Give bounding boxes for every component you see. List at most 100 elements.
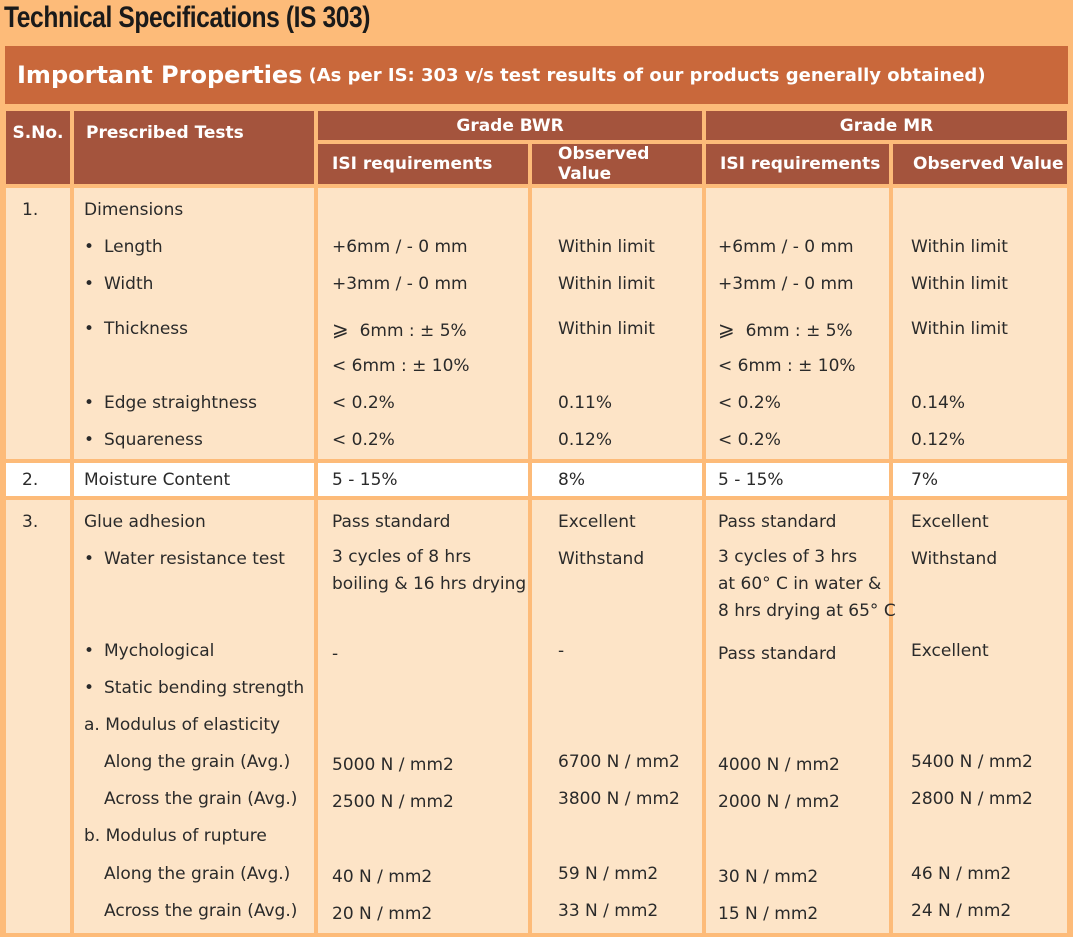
obs-mr-mor-across: 24 N / mm2 bbox=[911, 900, 1012, 921]
obs-bwr-cell: Within limit Within limit Within limit 0… bbox=[532, 188, 703, 460]
isi-bwr-moe-across: 2500 N / mm2 bbox=[332, 792, 454, 813]
test-edge: • Edge straightness bbox=[84, 385, 314, 422]
ge-symbol: ⩾ bbox=[718, 316, 735, 341]
spacer bbox=[332, 192, 528, 229]
ge-symbol: ⩾ bbox=[332, 316, 349, 341]
page-title: Technical Specifications (IS 303) bbox=[4, 1, 371, 34]
test-dimensions: Dimensions bbox=[84, 200, 184, 220]
properties-banner: Important Properties (As per IS: 303 v/s… bbox=[5, 46, 1068, 104]
isi-mr-edge: < 0.2% bbox=[718, 392, 781, 413]
isi-bwr-width: +3mm / - 0 mm bbox=[332, 274, 468, 295]
obs-bwr-square: 0.12% bbox=[558, 429, 613, 450]
obs-mr-width: Within limit bbox=[911, 274, 1008, 295]
bullet-icon: • bbox=[84, 237, 95, 258]
isi-bwr-myco: - bbox=[332, 643, 339, 664]
header-observed-bwr: Observed Value bbox=[532, 144, 703, 184]
sno-3: 3. bbox=[22, 512, 39, 533]
spacer bbox=[84, 348, 314, 385]
isi-bwr-moisture: 5 - 15% bbox=[318, 463, 528, 497]
isi-mr-moisture: 5 - 15% bbox=[706, 463, 890, 497]
isi-bwr-mor-across: 20 N / mm2 bbox=[332, 903, 433, 924]
isi-bwr-cell: Pass standard 3 cycles of 8 hrs boiling … bbox=[318, 500, 528, 933]
isi-mr-moe-across: 2000 N / mm2 bbox=[718, 792, 840, 813]
isi-mr-cell: +6mm / - 0 mm +3mm / - 0 mm ⩾ 6mm : ± 5%… bbox=[706, 188, 890, 460]
spacer bbox=[718, 710, 889, 747]
isi-bwr-square: < 0.2% bbox=[332, 429, 395, 450]
test-length: • Length bbox=[84, 229, 314, 266]
obs-bwr-mor-across: 33 N / mm2 bbox=[558, 900, 659, 921]
spacer bbox=[84, 579, 314, 633]
header-isi-mr: ISI requirements bbox=[706, 144, 890, 184]
isi-bwr-moe-along: 5000 N / mm2 bbox=[332, 755, 454, 776]
obs-mr-glue: Excellent bbox=[911, 512, 989, 533]
specifications-table: S.No. Prescribed Tests Grade BWR Grade M… bbox=[2, 107, 1071, 937]
section-dimensions: 1. Dimensions • Length • Width • Thickness … bbox=[6, 188, 1068, 460]
obs-bwr-length: Within limit bbox=[558, 237, 655, 258]
isi-bwr-cell: +6mm / - 0 mm +3mm / - 0 mm ⩾ 6mm : ± 5%… bbox=[318, 188, 528, 460]
bullet-icon: • bbox=[84, 549, 95, 570]
spacer bbox=[332, 673, 528, 710]
banner-subtitle: (As per IS: 303 v/s test results of our … bbox=[308, 64, 986, 86]
isi-mr-water: 3 cycles of 3 hrs at 60° C in water & 8 … bbox=[718, 547, 896, 622]
bullet-icon: • bbox=[84, 318, 95, 339]
obs-mr-square: 0.12% bbox=[911, 429, 966, 450]
spacer bbox=[332, 710, 528, 747]
spacer bbox=[558, 818, 702, 855]
header-tests: Prescribed Tests bbox=[74, 111, 314, 184]
spacer bbox=[332, 821, 528, 858]
test-moe-across: Across the grain (Avg.) bbox=[104, 789, 298, 810]
banner-title: Important Properties bbox=[17, 61, 303, 89]
obs-bwr-water: Withstand bbox=[558, 549, 645, 570]
sno-cell: 1. bbox=[6, 188, 70, 460]
obs-mr-edge: 0.14% bbox=[911, 392, 966, 413]
obs-mr-moisture: 7% bbox=[893, 463, 1068, 497]
obs-mr-thickness: Within limit bbox=[911, 318, 1008, 339]
spacer bbox=[558, 348, 702, 385]
obs-bwr-width: Within limit bbox=[558, 274, 655, 295]
bullet-icon: • bbox=[84, 640, 95, 661]
test-squareness: • Squareness bbox=[84, 422, 314, 459]
test-mor-along: Along the grain (Avg.) bbox=[104, 863, 291, 884]
spacer bbox=[718, 673, 889, 710]
header-grade-mr: Grade MR bbox=[706, 111, 1068, 140]
spacer bbox=[911, 348, 1067, 385]
isi-mr-thickness-b: < 6mm : ± 10% bbox=[718, 355, 856, 376]
isi-bwr-mor-along: 40 N / mm2 bbox=[332, 866, 433, 887]
header-observed-mr: Observed Value bbox=[893, 144, 1068, 184]
bullet-icon: • bbox=[84, 429, 95, 450]
isi-bwr-edge: < 0.2% bbox=[332, 392, 395, 413]
isi-mr-glue: Pass standard bbox=[718, 512, 837, 533]
test-static: • Static bending strength bbox=[84, 670, 314, 707]
test-moe: a. Modulus of elasticity bbox=[84, 714, 281, 735]
isi-mr-moe-along: 4000 N / mm2 bbox=[718, 755, 840, 776]
section-moisture: 2. Moisture Content 5 - 15% 8% 5 - 15% 7… bbox=[6, 463, 1068, 497]
header-grade-bwr: Grade BWR bbox=[318, 111, 703, 140]
spacer bbox=[718, 192, 889, 229]
spacer bbox=[718, 821, 889, 858]
obs-mr-cell: Excellent Withstand Excellent 5400 N / m… bbox=[893, 500, 1068, 933]
isi-mr-square: < 0.2% bbox=[718, 429, 781, 450]
spacer bbox=[558, 670, 702, 707]
bullet-icon: • bbox=[84, 274, 95, 295]
isi-mr-thickness-a: ⩾ 6mm : ± 5% bbox=[718, 316, 853, 341]
spacer bbox=[911, 192, 1067, 229]
isi-bwr-length: +6mm / - 0 mm bbox=[332, 237, 468, 258]
spacer bbox=[558, 192, 702, 229]
obs-bwr-myco: - bbox=[558, 640, 565, 661]
isi-mr-myco: Pass standard bbox=[718, 643, 837, 664]
obs-bwr-moisture: 8% bbox=[532, 463, 703, 497]
obs-bwr-cell: Excellent Withstand - 6700 N / mm2 3800 … bbox=[532, 500, 703, 933]
obs-bwr-thickness: Within limit bbox=[558, 318, 655, 339]
obs-bwr-edge: 0.11% bbox=[558, 392, 613, 413]
obs-bwr-glue: Excellent bbox=[558, 512, 636, 533]
test-mor-across: Across the grain (Avg.) bbox=[104, 900, 298, 921]
obs-bwr-mor-along: 59 N / mm2 bbox=[558, 863, 659, 884]
obs-mr-cell: Within limit Within limit Within limit 0… bbox=[893, 188, 1068, 460]
isi-mr-mor-across: 15 N / mm2 bbox=[718, 903, 819, 924]
isi-mr-width: +3mm / - 0 mm bbox=[718, 274, 854, 295]
spacer bbox=[911, 579, 1067, 633]
tests-cell: Dimensions • Length • Width • Thickness • Ed… bbox=[74, 188, 314, 460]
obs-mr-mor-along: 46 N / mm2 bbox=[911, 863, 1012, 884]
isi-bwr-glue: Pass standard bbox=[332, 512, 451, 533]
bullet-icon: • bbox=[84, 677, 95, 698]
